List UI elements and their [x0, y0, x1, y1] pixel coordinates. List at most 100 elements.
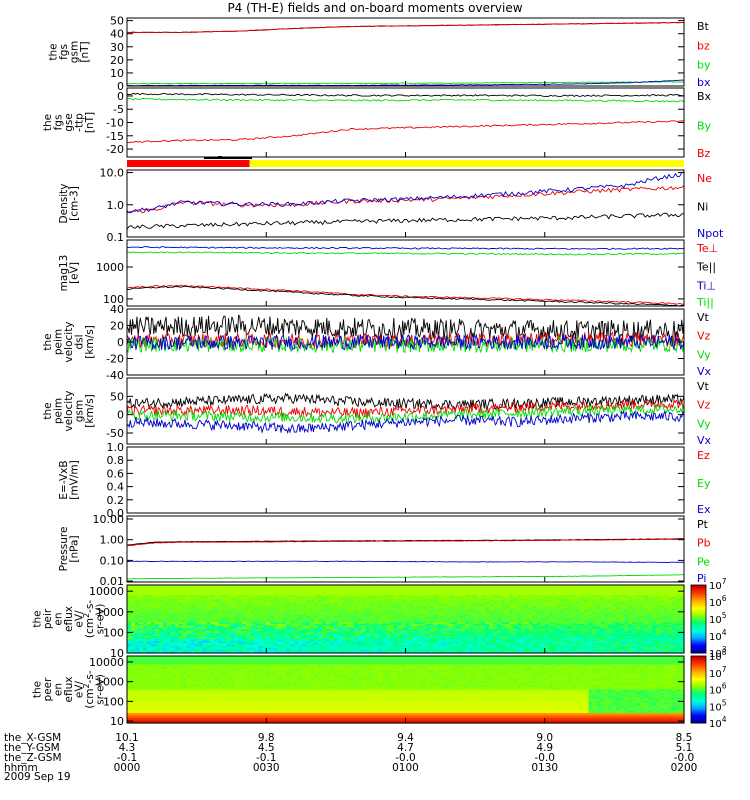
heatmap-cell: [556, 593, 562, 596]
heatmap-cell: [369, 627, 375, 630]
legend-item: Vx: [697, 434, 712, 447]
heatmap-cell: [580, 622, 586, 625]
heatmap-cell: [512, 612, 518, 615]
heatmap-cell: [449, 591, 454, 595]
heatmap-cell: [445, 612, 450, 615]
heatmap-cell: [146, 598, 152, 601]
heatmap-cell: [361, 588, 367, 591]
heatmap-cell: [369, 622, 375, 625]
heatmap-cell: [194, 603, 200, 606]
heatmap-cell: [349, 619, 355, 622]
heatmap-cell: [580, 619, 586, 622]
heatmap-cell: [353, 617, 359, 620]
heatmap-cell: [636, 608, 641, 612]
heatmap-cell: [544, 598, 550, 601]
heatmap-cell: [286, 620, 291, 623]
heatmap-cell: [210, 613, 216, 617]
heatmap-cell: [512, 605, 518, 608]
heatmap-cell: [580, 617, 586, 620]
heatmap-cell: [445, 617, 450, 620]
heatmap-cell: [274, 619, 279, 622]
heatmap-cell: [500, 624, 506, 627]
heatmap-cell: [612, 608, 617, 612]
heatmap-cell: [660, 602, 665, 605]
heatmap-cell: [672, 624, 677, 627]
heatmap-cell: [572, 598, 578, 601]
heatmap-cell: [497, 602, 502, 605]
heatmap-cell: [150, 624, 156, 627]
heatmap-cell: [377, 596, 383, 600]
heatmap-cell: [417, 608, 423, 612]
heatmap-cell: [441, 624, 446, 627]
heatmap-cell: [592, 615, 598, 618]
heatmap-cell: [616, 586, 621, 589]
heatmap-cell: [493, 600, 498, 603]
figure-title: P4 (TH-E) fields and on-board moments ov…: [227, 1, 523, 15]
heatmap-cell: [497, 586, 502, 589]
heatmap-cell: [497, 588, 502, 591]
heatmap-cell: [186, 586, 192, 589]
heatmap-cell: [413, 617, 419, 620]
heatmap-cell: [310, 590, 315, 593]
heatmap-cell: [178, 607, 184, 610]
heatmap-cell: [656, 588, 661, 591]
heatmap-cell: [146, 602, 152, 605]
heatmap-cell: [441, 603, 446, 606]
y-axis-label: the: [42, 114, 54, 131]
heatmap-cell: [357, 590, 363, 593]
heatmap-cell: [286, 608, 291, 612]
heatmap-cell: [457, 590, 462, 593]
heatmap-cell: [230, 585, 236, 588]
heatmap-cell: [393, 603, 399, 606]
heatmap-cell: [600, 625, 606, 629]
heatmap-cell: [345, 622, 351, 625]
heatmap-cell: [162, 608, 168, 612]
heatmap-cell: [138, 612, 144, 615]
heatmap-cell: [664, 588, 669, 591]
heatmap-cell: [461, 622, 466, 625]
heatmap-cell: [202, 620, 208, 623]
heatmap-cell: [421, 607, 426, 610]
heatmap-cell: [576, 629, 582, 632]
heatmap-cell: [154, 598, 160, 601]
panel-frame: [126, 169, 685, 238]
heatmap-cell: [401, 603, 407, 606]
heatmap-cell: [624, 588, 629, 591]
heatmap-cell: [421, 615, 426, 618]
heatmap-cell: [572, 586, 578, 589]
heatmap-cell: [576, 607, 582, 610]
heatmap-cell: [397, 595, 403, 598]
heatmap-cell: [413, 596, 419, 600]
heatmap-cell: [254, 615, 259, 618]
heatmap-cell: [250, 619, 255, 622]
heatmap-cell: [226, 600, 232, 603]
heatmap-cell: [664, 619, 669, 622]
heatmap-cell: [393, 605, 399, 608]
heatmap-cell: [461, 598, 466, 601]
heatmap-cell: [596, 603, 602, 606]
heatmap-cell: [353, 610, 359, 613]
legend-item: Vt: [697, 380, 710, 393]
heatmap-cell: [524, 625, 530, 629]
heatmap-cell: [127, 586, 132, 589]
heatmap-cell: [504, 612, 510, 615]
heatmap-cell: [652, 586, 657, 589]
heatmap-cell: [405, 586, 411, 589]
heatmap-cell: [497, 596, 502, 600]
heatmap-cell: [620, 620, 625, 623]
heatmap-cell: [194, 629, 200, 632]
heatmap-cell: [337, 590, 343, 593]
heatmap-cell: [425, 617, 430, 620]
heatmap-cell: [294, 605, 299, 608]
heatmap-cell: [612, 595, 617, 598]
heatmap-cell: [425, 591, 430, 595]
heatmap-cell: [640, 603, 645, 606]
heatmap-cell: [441, 610, 446, 613]
heatmap-cell: [250, 591, 255, 595]
heatmap-cell: [134, 627, 140, 630]
heatmap-cell: [258, 602, 263, 605]
heatmap-cell: [290, 619, 295, 622]
heatmap-cell: [298, 627, 303, 630]
heatmap-cell: [636, 590, 641, 593]
heatmap-cell: [278, 590, 283, 593]
